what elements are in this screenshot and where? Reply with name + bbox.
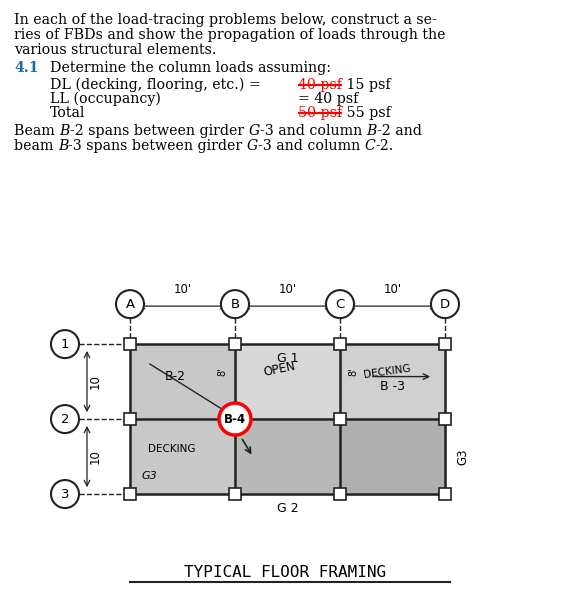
- Bar: [229, 338, 241, 350]
- Text: various structural elements.: various structural elements.: [14, 43, 217, 57]
- Circle shape: [221, 290, 249, 318]
- Text: B-4: B-4: [224, 413, 246, 425]
- Bar: [124, 338, 136, 350]
- Circle shape: [51, 405, 79, 433]
- Bar: [334, 413, 346, 425]
- Text: 50 psf: 50 psf: [298, 106, 342, 120]
- Circle shape: [116, 290, 144, 318]
- Text: -2 and: -2 and: [377, 124, 421, 138]
- Text: ries of FBDs and show the propagation of loads through the: ries of FBDs and show the propagation of…: [14, 28, 446, 42]
- Text: Beam: Beam: [14, 124, 59, 138]
- Text: G 2: G 2: [276, 502, 298, 515]
- Bar: [124, 413, 136, 425]
- Text: TYPICAL FLOOR FRAMING: TYPICAL FLOOR FRAMING: [184, 564, 386, 580]
- Text: 10: 10: [88, 374, 101, 389]
- Text: -3 and column: -3 and column: [258, 139, 365, 153]
- Bar: [229, 413, 241, 425]
- Text: 10': 10': [384, 283, 401, 296]
- Text: Determine the column loads assuming:: Determine the column loads assuming:: [50, 61, 331, 75]
- Text: A: A: [125, 298, 135, 311]
- Text: DL (decking, flooring, etc.) =: DL (decking, flooring, etc.) =: [50, 78, 265, 93]
- Circle shape: [51, 330, 79, 358]
- Bar: [229, 488, 241, 500]
- Circle shape: [326, 290, 354, 318]
- Bar: [124, 488, 136, 500]
- Text: LL (occupancy): LL (occupancy): [50, 92, 161, 106]
- Text: G3: G3: [457, 448, 470, 465]
- Text: B -3: B -3: [380, 380, 405, 393]
- Text: B-2: B-2: [165, 370, 186, 383]
- Text: 10': 10': [278, 283, 296, 296]
- Text: G: G: [249, 124, 259, 138]
- Text: D: D: [440, 298, 450, 311]
- Bar: [439, 488, 451, 500]
- Bar: [439, 338, 451, 350]
- Text: -3 and column: -3 and column: [259, 124, 367, 138]
- Text: Total: Total: [50, 106, 86, 120]
- Text: 40 psf: 40 psf: [298, 78, 342, 92]
- Text: 8': 8': [348, 367, 358, 376]
- Text: beam: beam: [14, 139, 58, 153]
- Text: = 40 psf: = 40 psf: [298, 92, 359, 106]
- Text: -2 spans between girder: -2 spans between girder: [70, 124, 249, 138]
- Text: In each of the load-tracing problems below, construct a se-: In each of the load-tracing problems bel…: [14, 13, 437, 27]
- Circle shape: [431, 290, 459, 318]
- Text: 10': 10': [173, 283, 192, 296]
- Text: B: B: [230, 298, 239, 311]
- Text: G3: G3: [142, 471, 158, 481]
- Text: B: B: [367, 124, 377, 138]
- Bar: [334, 488, 346, 500]
- Text: 15 psf: 15 psf: [342, 78, 390, 92]
- Bar: [334, 338, 346, 350]
- Circle shape: [51, 480, 79, 508]
- Bar: [439, 413, 451, 425]
- Text: 8': 8': [217, 367, 227, 376]
- Text: C: C: [335, 298, 345, 311]
- Text: B: B: [58, 139, 68, 153]
- Text: G 1: G 1: [276, 352, 298, 365]
- Text: 2: 2: [61, 413, 69, 425]
- Text: 1: 1: [61, 337, 69, 350]
- Text: 55 psf: 55 psf: [342, 106, 391, 120]
- Text: 3: 3: [61, 488, 69, 501]
- Text: 10: 10: [88, 449, 101, 464]
- Text: DECKING: DECKING: [148, 444, 196, 454]
- Text: -3 spans between girder: -3 spans between girder: [68, 139, 247, 153]
- Text: DECKING: DECKING: [363, 364, 412, 380]
- Text: G: G: [247, 139, 258, 153]
- Text: 4.1: 4.1: [14, 61, 39, 75]
- Text: OPEN: OPEN: [262, 360, 297, 380]
- Text: C: C: [365, 139, 376, 153]
- Text: -2.: -2.: [376, 139, 394, 153]
- Circle shape: [219, 403, 251, 435]
- Text: B: B: [59, 124, 70, 138]
